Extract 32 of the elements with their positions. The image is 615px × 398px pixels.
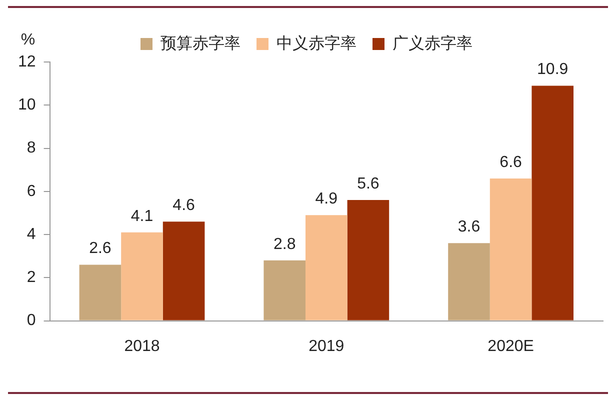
bar [532,86,574,320]
y-tick-label: 10 [18,96,36,114]
data-label: 4.6 [172,197,196,214]
bar [264,260,306,320]
data-label: 6.6 [500,154,522,171]
data-label: 5.6 [357,175,380,192]
y-tick-label: 2 [26,269,36,286]
y-tick-label: 0 [26,312,36,330]
x-tick-label: 2018 [124,338,160,355]
bar [162,222,205,320]
x-tick-label: 2019 [308,338,344,355]
data-label: 4.9 [315,190,338,208]
data-label: 2.6 [89,240,112,258]
y-axis-title: % [20,31,36,48]
y-tick-label: 4 [26,226,36,243]
y-tick-label: 12 [18,53,36,70]
bar [306,215,348,320]
bar [490,178,532,320]
legend-label: 广义赤字率 [392,34,472,52]
data-label: 10.9 [537,61,568,78]
x-tick-label: 2020E [488,338,534,355]
data-label: 2.8 [273,236,296,253]
data-label: 3.6 [458,218,480,236]
bar [121,232,163,320]
y-tick-label: 8 [26,140,36,157]
y-tick-label: 6 [26,182,36,200]
legend-label: 中义赤字率 [276,34,356,52]
legend-label: 预算赤字率 [160,34,240,52]
data-label: 4.1 [130,208,154,225]
bar [448,243,490,320]
bar [79,264,122,320]
bar [347,200,390,320]
